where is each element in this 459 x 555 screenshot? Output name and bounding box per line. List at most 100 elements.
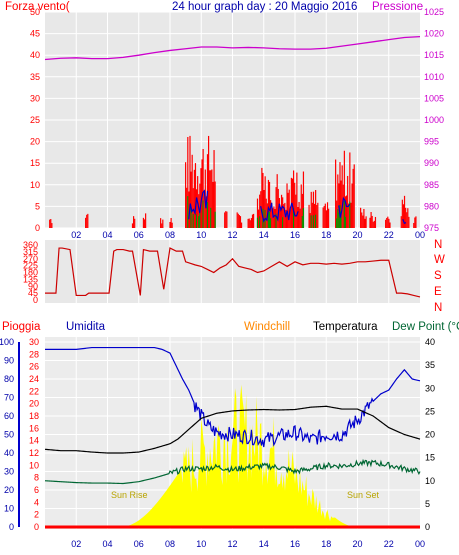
direction-tick-label: 0 [33, 295, 38, 305]
temperature-tick-label: 30 [425, 383, 435, 393]
humidity-tick-label: 90 [4, 356, 14, 366]
pressure-tick-label: 995 [424, 137, 439, 147]
temperature-tick-label: 5 [425, 499, 430, 509]
rain-tick-label: 2 [34, 510, 39, 520]
temperature-tick-label: 10 [425, 476, 435, 486]
hour-tick-label: 12 [227, 230, 237, 240]
hour-tick-label: 06 [134, 230, 144, 240]
temperature-tick-label: 20 [425, 430, 435, 440]
hour-tick-label: 08 [165, 230, 175, 240]
series-line-umidita [45, 346, 421, 448]
pressure-tick-label: 985 [424, 180, 439, 190]
dir-label-n-top: N [434, 239, 442, 251]
direction-tick-label: 180 [23, 268, 38, 278]
direction-tick-label: 45 [28, 288, 38, 298]
rain-tick-label: 16 [29, 423, 39, 433]
rain-tick-label: 6 [34, 485, 39, 495]
hour-tick-label: 16 [290, 539, 300, 549]
hour-tick-label: 14 [259, 539, 269, 549]
wind-tick-label: 35 [30, 72, 40, 82]
pressure-axis-label: Pressione [372, 1, 423, 13]
hour-tick-label: 12 [227, 539, 237, 549]
hour-tick-label: 08 [165, 539, 175, 549]
pressure-tick-label: 980 [424, 201, 439, 211]
rain-tick-label: 22 [29, 386, 39, 396]
temperature-tick-label: 35 [425, 360, 435, 370]
pressure-tick-label: 1015 [424, 50, 444, 60]
temperature-tick-label: 25 [425, 406, 435, 416]
rain-tick-label: 12 [29, 448, 39, 458]
rain-tick-label: 20 [29, 399, 39, 409]
wind-axis-label: Forza vento( [5, 1, 70, 13]
wind-speed-line [402, 219, 407, 225]
hour-tick-label: 04 [102, 539, 112, 549]
wind-tick-label: 15 [30, 158, 40, 168]
rain-label: Pioggia [2, 321, 41, 333]
hour-tick-label: 18 [321, 230, 331, 240]
chart-title: 24 hour graph day : 20 Maggio 2016 [172, 1, 357, 13]
humidity-tick-label: 0 [9, 522, 14, 532]
humidity-tick-label: 20 [4, 485, 14, 495]
direction-tick-label: 360 [23, 240, 38, 250]
rain-tick-label: 4 [34, 497, 39, 507]
wind-speed-line [338, 196, 351, 218]
wind-speed-line [188, 189, 209, 220]
hour-tick-label: 18 [321, 539, 331, 549]
humidity-tick-label: 60 [4, 411, 14, 421]
windchill-label: Windchill [244, 321, 290, 333]
dir-label-n-bottom: N [434, 302, 442, 314]
hour-tick-label: 10 [196, 539, 206, 549]
series-line-dew-point-c [44, 458, 421, 485]
pressure-tick-label: 1020 [424, 29, 444, 39]
hour-tick-label: 02 [71, 539, 81, 549]
temperature-tick-label: 0 [425, 522, 430, 532]
rain-tick-label: 30 [29, 337, 39, 347]
hour-tick-label: 14 [259, 230, 269, 240]
wind-tick-label: 50 [30, 7, 40, 17]
dir-label-w: W [434, 254, 445, 266]
pressure-tick-label: 1000 [424, 115, 444, 125]
solar-fill [120, 384, 358, 527]
wind-tick-label: 5 [35, 201, 40, 211]
humidity-tick-label: 100 [0, 337, 14, 347]
pressure-tick-label: 1005 [424, 93, 444, 103]
pressure-line [44, 35, 421, 61]
hour-tick-label: 20 [352, 539, 362, 549]
rain-tick-label: 18 [29, 411, 39, 421]
humidity-tick-label: 40 [4, 448, 14, 458]
humidity-tick-label: 10 [4, 504, 14, 514]
humidity-tick-label: 70 [4, 393, 14, 403]
series-layer [44, 35, 421, 529]
wind-speed-line [260, 202, 299, 223]
wind-tick-label: 10 [30, 180, 40, 190]
rain-tick-label: 28 [29, 349, 39, 359]
rain-tick-label: 14 [29, 436, 39, 446]
pressure-tick-label: 975 [424, 223, 439, 233]
hour-tick-label: 22 [384, 539, 394, 549]
hour-tick-label: 00 [415, 539, 425, 549]
rain-tick-label: 0 [34, 522, 39, 532]
dewpoint-label: Dew Point (°C [392, 321, 459, 333]
direction-tick-label: 135 [23, 274, 38, 284]
direction-tick-label: 270 [23, 254, 38, 264]
hour-tick-label: 22 [384, 230, 394, 240]
humidity-tick-label: 50 [4, 430, 14, 440]
direction-tick-label: 315 [23, 247, 38, 257]
rain-tick-label: 10 [29, 460, 39, 470]
humidity-label: Umidita [66, 321, 106, 333]
wind-tick-label: 20 [30, 137, 40, 147]
temperature-tick-label: 40 [425, 337, 435, 347]
direction-tick-label: 225 [23, 261, 38, 271]
humidity-tick-label: 80 [4, 374, 14, 384]
humidity-tick-label: 30 [4, 467, 14, 477]
rain-tick-label: 24 [29, 374, 39, 384]
temperature-label: Temperatura [313, 321, 378, 333]
dir-label-s: S [434, 270, 442, 282]
pressure-tick-label: 990 [424, 158, 439, 168]
series-line-temperatura [44, 405, 421, 454]
dir-label-e: E [434, 286, 442, 298]
rain-tick-label: 8 [34, 473, 39, 483]
sunset-label: Sun Set [347, 490, 380, 500]
tick-labels: 0510152025303540455097598098599099510001… [0, 7, 444, 549]
